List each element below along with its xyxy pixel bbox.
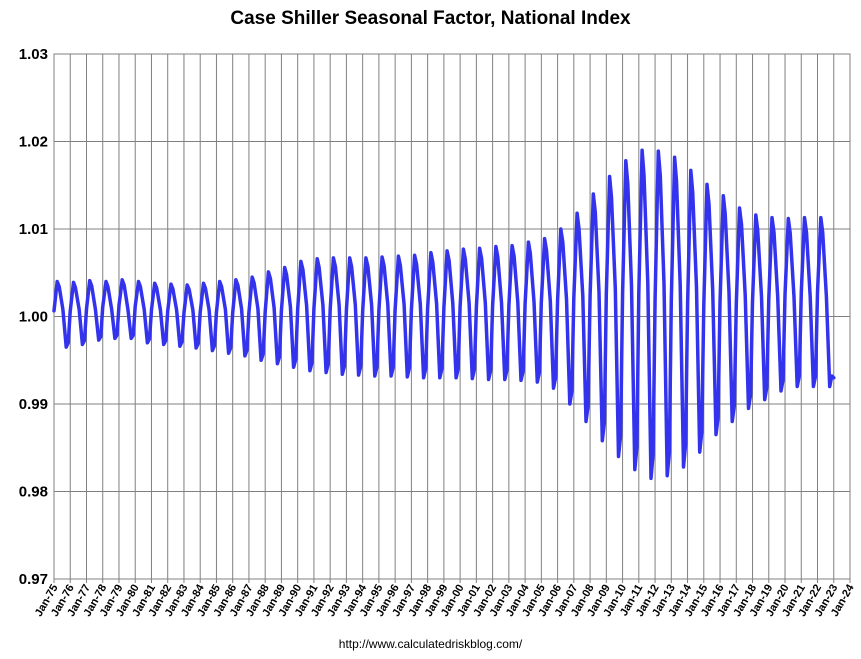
chart-title: Case Shiller Seasonal Factor, National I…: [230, 8, 631, 29]
y-tick-label: 0.98: [19, 484, 48, 501]
y-tick-label: 1.02: [19, 134, 48, 151]
y-tick-label: 1.01: [19, 221, 48, 238]
x-axis-ticks: Jan-75Jan-76Jan-77Jan-78Jan-79Jan-80Jan-…: [33, 582, 857, 619]
y-tick-label: 1.03: [19, 46, 48, 63]
y-tick-label: 0.97: [19, 571, 48, 588]
y-axis-ticks: 0.97 0.98 0.99 1.00 1.01 1.02 1.03: [19, 46, 48, 588]
y-tick-label: 1.00: [19, 309, 48, 326]
y-tick-label: 0.99: [19, 396, 48, 413]
series-line-seasonal-factor: [52, 148, 836, 481]
source-url: http://www.calculatedriskblog.com/: [338, 637, 523, 651]
